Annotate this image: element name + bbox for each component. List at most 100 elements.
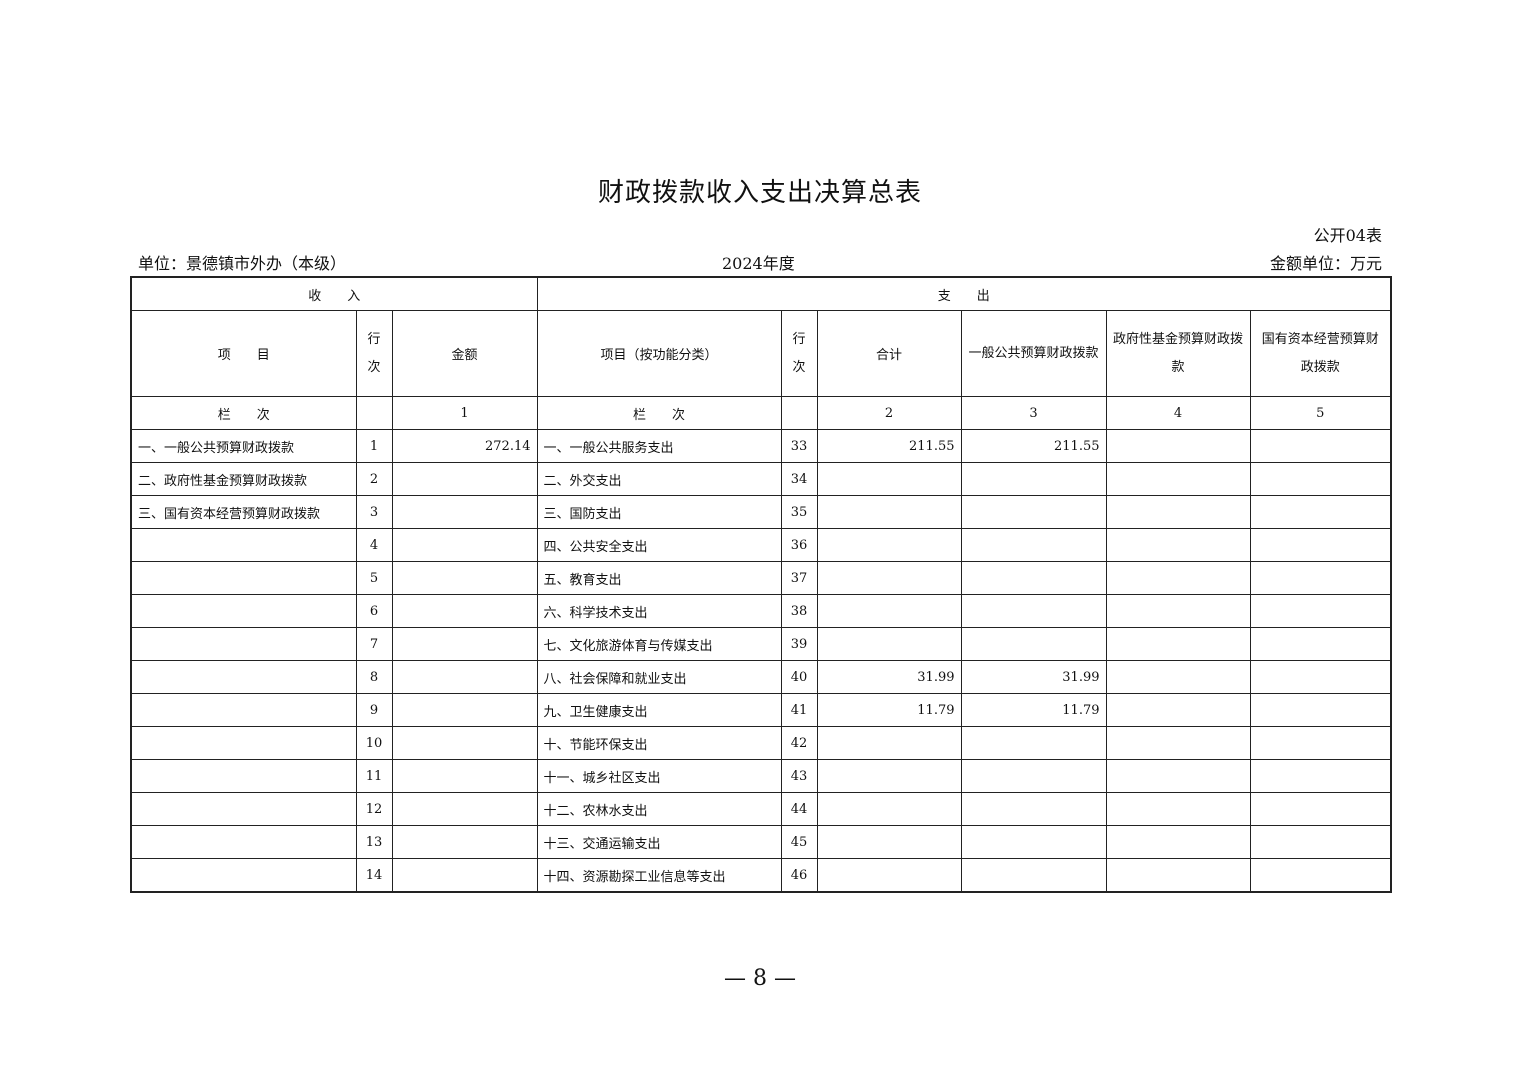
cell-in-amt	[391, 825, 538, 859]
cell-general	[960, 561, 1107, 595]
cell-in-no: 13	[355, 825, 393, 859]
cell-in-no: 11	[355, 759, 393, 793]
cell-gov	[1105, 462, 1251, 496]
cell-ex-no: 46	[780, 858, 818, 893]
column-label-2: 栏 次	[536, 396, 782, 430]
cell-ex-no: 45	[780, 825, 818, 859]
cell-gov	[1105, 528, 1251, 562]
cell-in-item	[130, 561, 357, 595]
cell-in-no: 7	[355, 627, 393, 661]
cell-ex-item: 十一、城乡社区支出	[536, 759, 782, 793]
cell-in-item	[130, 792, 357, 826]
cell-ex-item: 六、科学技术支出	[536, 594, 782, 628]
cell-total: 11.79	[816, 693, 962, 727]
cell-in-no: 12	[355, 792, 393, 826]
cell-state	[1249, 495, 1392, 529]
cell-ex-item: 十二、农林水支出	[536, 792, 782, 826]
column-number-row: 栏 次 1 栏 次 2 3 4 5	[130, 396, 1392, 430]
cell-total	[816, 627, 962, 661]
table-row: 二、政府性基金预算财政拨款 2 二、外交支出 34	[130, 462, 1392, 496]
cell-in-no: 5	[355, 561, 393, 595]
cell-in-amt	[391, 561, 538, 595]
cell-in-no: 4	[355, 528, 393, 562]
cell-general	[960, 759, 1107, 793]
cell-total	[816, 792, 962, 826]
header-row-no-2: 行次	[780, 310, 818, 397]
cell-general	[960, 726, 1107, 760]
cell-gov	[1105, 759, 1251, 793]
cell-total	[816, 462, 962, 496]
table-row: 10 十、节能环保支出 42	[130, 726, 1392, 760]
cell-ex-no: 41	[780, 693, 818, 727]
cell-general: 31.99	[960, 660, 1107, 694]
cell-total	[816, 858, 962, 893]
cell-state	[1249, 627, 1392, 661]
cell-in-no: 8	[355, 660, 393, 694]
cell-general	[960, 825, 1107, 859]
cell-gov	[1105, 429, 1251, 463]
cell-general: 211.55	[960, 429, 1107, 463]
cell-gov	[1105, 693, 1251, 727]
cell-ex-item: 七、文化旅游体育与传媒支出	[536, 627, 782, 661]
table-row: 4 四、公共安全支出 36	[130, 528, 1392, 562]
cell-ex-no: 44	[780, 792, 818, 826]
header-general: 一般公共预算财政拨款	[960, 310, 1107, 397]
cell-in-amt	[391, 495, 538, 529]
cell-in-item	[130, 825, 357, 859]
cell-ex-item: 九、卫生健康支出	[536, 693, 782, 727]
header-row-group: 收 入 支 出	[130, 276, 1392, 311]
header-state-capital: 国有资本经营预算财政拨款	[1249, 310, 1392, 397]
cell-gov	[1105, 792, 1251, 826]
cell-general	[960, 792, 1107, 826]
col-number: 4	[1105, 396, 1251, 430]
cell-ex-no: 38	[780, 594, 818, 628]
cell-ex-no: 34	[780, 462, 818, 496]
header-gov-fund: 政府性基金预算财政拨款	[1105, 310, 1251, 397]
cell-state	[1249, 759, 1392, 793]
cell-in-amt	[391, 726, 538, 760]
cell-ex-item: 五、教育支出	[536, 561, 782, 595]
cell-general	[960, 495, 1107, 529]
col-number: 1	[391, 396, 538, 430]
cell-total	[816, 561, 962, 595]
cell-in-item	[130, 660, 357, 694]
cell-in-amt	[391, 594, 538, 628]
cell-state	[1249, 726, 1392, 760]
income-header: 收 入	[130, 276, 538, 311]
cell-ex-item: 十、节能环保支出	[536, 726, 782, 760]
cell-state	[1249, 462, 1392, 496]
table-row: 11 十一、城乡社区支出 43	[130, 759, 1392, 793]
table-row: 三、国有资本经营预算财政拨款 3 三、国防支出 35	[130, 495, 1392, 529]
cell-gov	[1105, 594, 1251, 628]
cell-total	[816, 825, 962, 859]
page-title: 财政拨款收入支出决算总表	[597, 178, 922, 208]
empty-cell	[780, 396, 818, 430]
cell-ex-no: 39	[780, 627, 818, 661]
cell-gov	[1105, 561, 1251, 595]
cell-total	[816, 528, 962, 562]
amount-unit-label: 金额单位：万元	[1269, 254, 1382, 273]
cell-in-amt	[391, 462, 538, 496]
cell-in-no: 3	[355, 495, 393, 529]
unit-label: 单位：景德镇市外办（本级）	[138, 254, 347, 273]
cell-in-amt	[391, 627, 538, 661]
expense-header: 支 出	[536, 276, 1392, 311]
cell-in-amt	[391, 528, 538, 562]
cell-total: 211.55	[816, 429, 962, 463]
cell-total	[816, 759, 962, 793]
cell-gov	[1105, 726, 1251, 760]
cell-gov	[1105, 495, 1251, 529]
cell-general	[960, 627, 1107, 661]
table-row: 5 五、教育支出 37	[130, 561, 1392, 595]
budget-table: 收 入 支 出 项 目 行次 金额 项目（按功能分类） 行次 合计 一般公共预算…	[130, 276, 1392, 893]
cell-general	[960, 462, 1107, 496]
cell-state	[1249, 561, 1392, 595]
cell-ex-no: 35	[780, 495, 818, 529]
header-total: 合计	[816, 310, 962, 397]
cell-in-no: 1	[355, 429, 393, 463]
cell-ex-item: 十四、资源勘探工业信息等支出	[536, 858, 782, 893]
cell-in-no: 10	[355, 726, 393, 760]
cell-ex-no: 36	[780, 528, 818, 562]
cell-state	[1249, 858, 1392, 893]
cell-gov	[1105, 660, 1251, 694]
